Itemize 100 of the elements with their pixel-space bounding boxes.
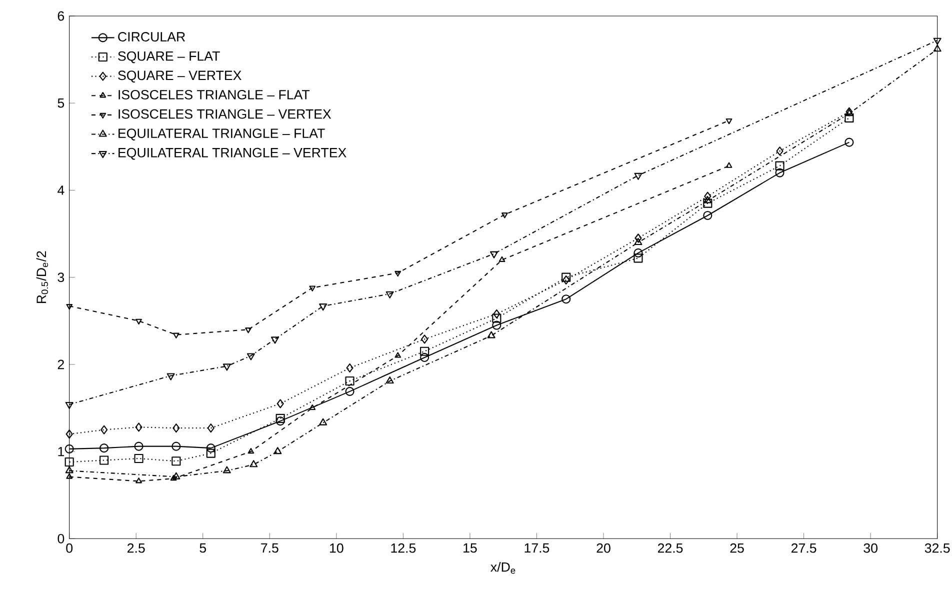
point [386,376,394,384]
point [844,138,854,148]
y-tick-label: 5 [58,98,64,108]
x-tick-label: 0 [66,544,73,553]
point [394,271,402,277]
legend-label: ISOSCELES TRIANGLE – VERTEX [118,109,332,119]
point [276,414,285,424]
point [490,251,498,259]
y-tick-label: 2 [58,360,64,370]
point [172,424,180,433]
point [248,448,254,454]
legend-label: EQUILATERAL TRIANGLE – FLAT [118,128,325,141]
point [276,399,284,408]
point [703,211,712,220]
x-axis-title: x/D$_{e}$ [490,562,516,574]
point [776,146,784,156]
y-tick-label: 1 [58,447,64,456]
legend-label: SQUARE – FLAT [118,52,220,64]
point [65,402,74,410]
point [492,320,502,330]
point [309,404,316,410]
point [136,318,142,325]
point [420,347,430,356]
point [394,352,402,358]
point [100,444,109,453]
point [172,332,180,339]
point [319,304,328,311]
point [222,466,231,474]
legend-label: EQUILATERAL TRIANGLE – VERTEX [118,148,346,160]
x-tick-label: 15 [464,544,477,553]
y-tick-label: 4 [58,186,64,195]
point [487,331,496,338]
point [136,478,142,484]
point [222,364,231,371]
point [634,173,642,180]
point [345,387,354,396]
point [100,425,108,434]
point [170,475,177,481]
point [844,114,854,123]
point [775,161,784,171]
legend-label: ISOSCELES TRIANGLE – FLAT [118,90,310,100]
point [634,248,643,258]
point [66,473,73,480]
point [703,198,712,208]
point [245,328,252,334]
point [846,107,853,117]
y-tick-label: 3 [58,272,64,282]
x-tick-label: 32.5 [924,544,950,553]
x-tick-label: 27.5 [792,544,816,553]
point [421,334,428,344]
point [64,458,74,467]
x-tick-label: 20 [596,544,610,553]
x-tick-label: 2.5 [128,544,145,553]
point [250,460,258,468]
point [207,424,214,433]
y-tick-label: 6 [58,11,64,21]
point [172,456,181,466]
point [134,454,144,464]
point [166,373,175,380]
point [501,212,508,218]
point [562,294,571,304]
point [492,314,502,323]
point [634,254,643,263]
x-tick-label: 12.5 [391,544,416,553]
point [704,196,712,204]
point [845,109,854,116]
x-tick-label: 30 [864,544,878,553]
point [66,304,73,310]
point [562,276,570,285]
point [246,353,255,360]
point [65,466,74,474]
point [775,168,784,178]
x-tick-label: 17.5 [524,544,550,553]
point [493,310,500,319]
point [634,238,642,246]
legend-label: SQUARE – VERTEX [118,70,242,83]
point [562,272,571,282]
y-tick-label: 0 [58,534,64,544]
x-tick-label: 7.5 [261,544,278,553]
x-tick-label: 5 [200,544,206,553]
point [206,448,216,458]
point [135,422,142,432]
point [100,456,109,465]
point [274,447,282,454]
point [345,376,354,386]
x-tick-label: 22.5 [658,544,683,553]
point [634,234,642,243]
point [172,472,180,480]
point [498,256,506,262]
point [346,364,354,373]
point [206,444,216,453]
point [64,444,74,454]
point [270,336,279,344]
y-axis-title: R$_{0.5}$/D$_{e}$/2 [36,251,48,304]
point [726,118,732,124]
legend-label: CIRCULAR [118,32,185,42]
point [386,292,394,299]
point [66,430,73,439]
point [276,416,285,426]
point [172,442,181,452]
